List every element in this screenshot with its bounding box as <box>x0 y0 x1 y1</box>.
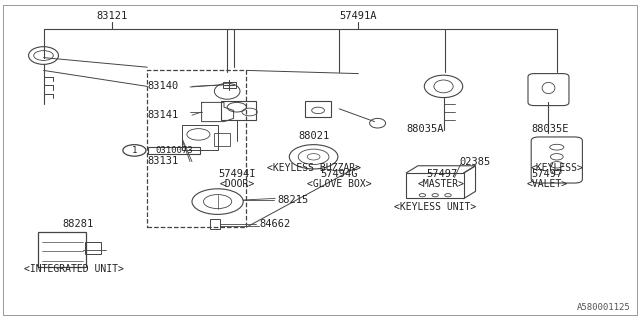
Text: 83141: 83141 <box>147 110 179 120</box>
Text: A580001125: A580001125 <box>577 303 630 312</box>
Text: 57494I: 57494I <box>218 169 255 179</box>
Text: 57491A: 57491A <box>340 12 377 21</box>
Text: 83140: 83140 <box>147 81 179 92</box>
Bar <box>85 242 101 254</box>
Text: 88035A: 88035A <box>407 124 444 134</box>
Text: <KEYLESS BUZZAR>: <KEYLESS BUZZAR> <box>267 164 360 173</box>
Bar <box>147 70 246 227</box>
Text: <GLOVE BOX>: <GLOVE BOX> <box>307 179 371 189</box>
Text: <DOOR>: <DOOR> <box>219 179 255 189</box>
Bar <box>182 125 218 150</box>
Text: 83121: 83121 <box>97 12 127 21</box>
Bar <box>221 101 256 120</box>
Text: <KEYLESS UNIT>: <KEYLESS UNIT> <box>394 202 476 212</box>
Circle shape <box>445 194 451 197</box>
Bar <box>305 101 331 117</box>
Text: 57497: 57497 <box>532 169 563 179</box>
Text: 57497: 57497 <box>426 169 457 179</box>
Text: <VALET>: <VALET> <box>527 179 568 189</box>
Text: 83131: 83131 <box>147 156 179 166</box>
Text: 84662: 84662 <box>259 219 291 229</box>
Bar <box>223 82 236 88</box>
Text: 57494G: 57494G <box>321 169 358 179</box>
Text: 0310073: 0310073 <box>156 146 193 155</box>
Text: 88035E: 88035E <box>532 124 569 134</box>
Bar <box>38 232 86 267</box>
Text: <MASTER>: <MASTER> <box>418 179 465 189</box>
Text: <INTEGRATED UNIT>: <INTEGRATED UNIT> <box>24 264 124 274</box>
Text: <KEYLESS>: <KEYLESS> <box>531 164 583 173</box>
Text: 88281: 88281 <box>63 219 94 229</box>
Bar <box>210 219 220 229</box>
Circle shape <box>432 194 438 197</box>
Text: 88021: 88021 <box>298 131 329 141</box>
Bar <box>406 173 464 198</box>
Bar <box>214 133 230 146</box>
Text: 1: 1 <box>132 146 137 155</box>
Text: 02385: 02385 <box>460 157 491 167</box>
Circle shape <box>419 194 426 197</box>
Text: 88215: 88215 <box>277 195 308 205</box>
